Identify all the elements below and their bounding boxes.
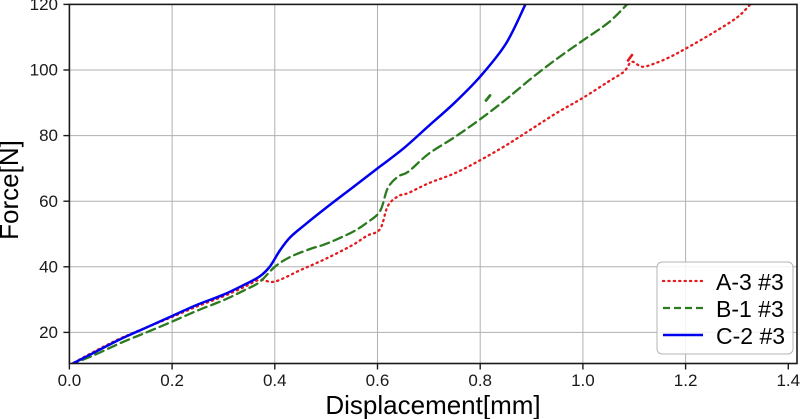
svg-text:1.4: 1.4 [776, 371, 800, 390]
svg-text:60: 60 [39, 192, 58, 211]
svg-text:1.0: 1.0 [571, 371, 595, 390]
svg-text:0.8: 0.8 [468, 371, 492, 390]
svg-text:20: 20 [39, 323, 58, 342]
svg-text:40: 40 [39, 257, 58, 276]
svg-text:C-2 #3: C-2 #3 [716, 323, 785, 349]
svg-text:120: 120 [30, 0, 58, 14]
svg-text:0.0: 0.0 [58, 371, 82, 390]
svg-text:0.4: 0.4 [263, 371, 287, 390]
svg-text:0.6: 0.6 [366, 371, 390, 390]
svg-text:A-3 #3: A-3 #3 [716, 269, 784, 295]
svg-text:0.2: 0.2 [160, 371, 184, 390]
svg-text:B-1 #3: B-1 #3 [716, 296, 784, 322]
svg-text:1.2: 1.2 [674, 371, 698, 390]
svg-text:80: 80 [39, 126, 58, 145]
svg-text:Displacement[mm]: Displacement[mm] [325, 390, 540, 419]
svg-text:100: 100 [30, 61, 58, 80]
svg-text:Force[N]: Force[N] [0, 140, 24, 240]
